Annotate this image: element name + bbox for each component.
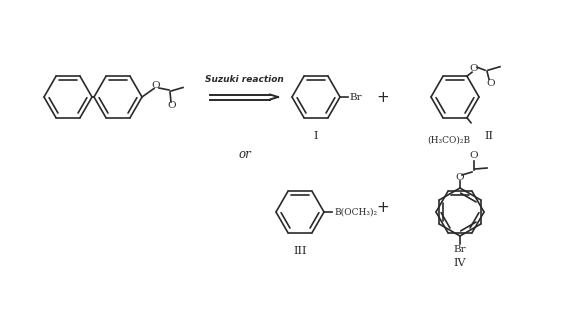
Text: I: I: [314, 131, 319, 141]
Text: +: +: [377, 199, 389, 215]
Text: Br: Br: [349, 93, 362, 101]
Text: B(OCH₃)₂: B(OCH₃)₂: [334, 208, 377, 216]
Text: Suzuki reaction: Suzuki reaction: [204, 75, 283, 84]
Text: (H₃CO)₂B: (H₃CO)₂B: [427, 136, 471, 145]
Text: +: +: [377, 90, 389, 105]
Text: Br: Br: [454, 245, 467, 254]
Text: O: O: [469, 151, 478, 161]
Text: O: O: [469, 64, 478, 73]
Text: O: O: [151, 81, 160, 91]
Text: IV: IV: [454, 258, 466, 268]
Text: II: II: [484, 131, 494, 141]
Text: O: O: [456, 174, 464, 182]
Text: III: III: [293, 246, 307, 256]
Text: O: O: [487, 79, 495, 88]
Text: O: O: [168, 101, 176, 111]
Text: or: or: [238, 147, 251, 161]
